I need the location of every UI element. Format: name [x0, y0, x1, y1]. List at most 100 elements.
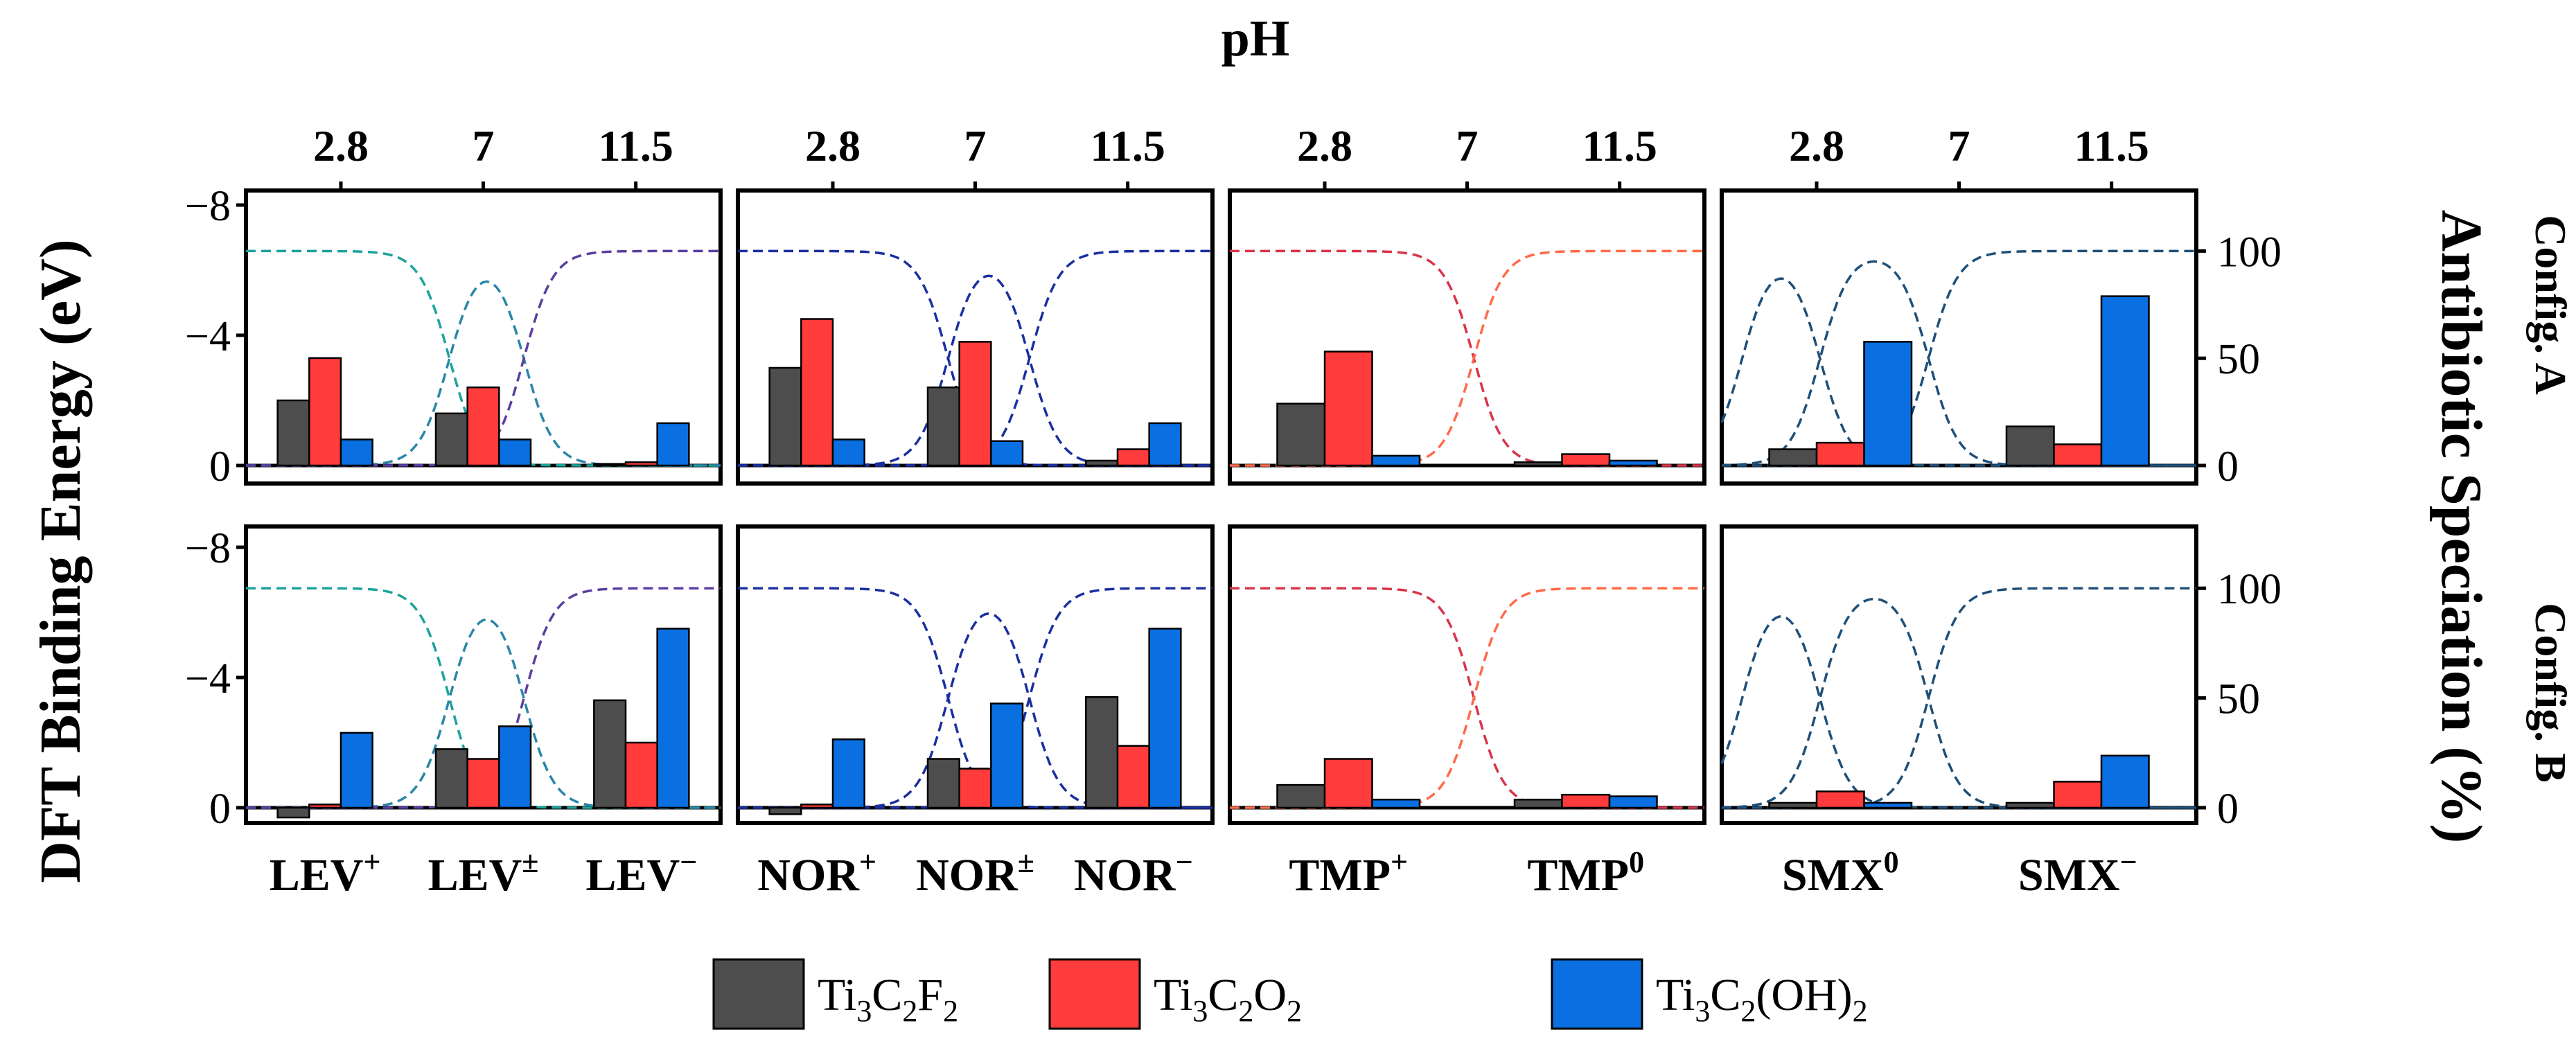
panel-frame-lev: [244, 524, 723, 825]
bar-tmp-Ti3C2F2: [1276, 402, 1326, 467]
bar-lev-Ti3C2F2: [434, 748, 468, 809]
legend-swatch-OH2: [1551, 958, 1643, 1030]
species-base: TMP: [1289, 850, 1391, 901]
species-base: SMX: [2018, 850, 2120, 901]
species-charge: −: [1176, 845, 1193, 879]
panel-frame-nor: [736, 188, 1215, 486]
bar-smx-Ti3C2F2: [2005, 801, 2055, 809]
right-tick-label: 50: [2217, 676, 2260, 723]
species-charge: +: [1391, 845, 1408, 879]
ph-tick-label: 11.5: [1090, 121, 1165, 170]
species-label-nor: NOR+: [757, 845, 876, 901]
legend-label-O2: Ti3C2O2: [1154, 970, 1302, 1028]
bar-nor-Ti3C2F2: [768, 366, 802, 467]
bar-smx-Ti3C2O2: [2053, 781, 2103, 809]
row-label-config-a: Config. A: [2526, 215, 2575, 395]
left-axis-title: DFT Binding Energy (eV): [28, 239, 93, 883]
right-axis-title: Antibiotic Speciation (%): [2429, 210, 2494, 844]
ph-tick-label: 7: [1456, 121, 1479, 170]
bar-nor-Ti3C2F2: [1085, 695, 1119, 809]
bar-smx-Ti3C2O2: [2053, 443, 2103, 467]
species-base: SMX: [1782, 850, 1884, 901]
speciation-curve-smx-1: [1721, 260, 2196, 467]
panel-frame-smx: [1720, 188, 2198, 486]
bar-lev-Ti3C2O2: [308, 804, 342, 809]
species-base: TMP: [1527, 850, 1629, 901]
bar-smx-Ti3C2O2: [1815, 441, 1865, 467]
legend-formula-part: 2: [943, 994, 958, 1028]
species-charge: +: [859, 845, 876, 879]
bar-lev-Ti3C2O2: [308, 357, 342, 467]
species-label-tmp: TMP0: [1527, 845, 1644, 901]
bar-nor-Ti3C2O2: [958, 341, 992, 467]
bar-tmp-Ti3C2O2: [1323, 758, 1373, 809]
bar-nor-Ti3C2(OH)2: [990, 702, 1024, 809]
bar-nor-Ti3C2(OH)2: [990, 440, 1024, 467]
bar-nor-Ti3C2O2: [800, 804, 834, 809]
bar-tmp-Ti3C2(OH)2: [1371, 454, 1421, 467]
panel-frame-tmp: [1228, 524, 1706, 825]
bar-smx-Ti3C2O2: [1815, 790, 1865, 809]
bar-lev-Ti3C2F2: [276, 806, 310, 819]
legend-swatch-F2: [712, 958, 805, 1030]
legend-formula-part: C: [1208, 970, 1238, 1020]
legend-formula-part: O: [1253, 970, 1287, 1020]
legend-formula-part: 2: [1287, 994, 1302, 1028]
panel-frame-tmp: [1228, 188, 1706, 486]
bar-smx-Ti3C2F2: [1768, 801, 1818, 809]
bar-nor-Ti3C2O2: [1116, 745, 1150, 809]
ph-tick-label: 11.5: [2074, 121, 2149, 170]
species-charge: +: [363, 845, 380, 879]
bar-nor-Ti3C2(OH)2: [1148, 628, 1182, 809]
species-label-lev: LEV−: [585, 845, 697, 901]
ph-tick-label: 2.8: [1789, 121, 1844, 170]
legend-formula-part: 2: [1853, 994, 1868, 1028]
left-tick-label: 0: [209, 786, 231, 833]
species-base: NOR: [757, 850, 860, 901]
legend-formula-part: 2: [1238, 994, 1253, 1028]
legend-formula-part: 2: [902, 994, 917, 1028]
legend-formula-part: (OH): [1756, 970, 1852, 1020]
bar-smx-Ti3C2F2: [2005, 425, 2055, 467]
species-charge: 0: [1884, 845, 1899, 879]
species-label-smx: SMX−: [2018, 845, 2137, 901]
ph-tick-label: 2.8: [805, 121, 861, 170]
species-charge: ±: [522, 845, 538, 879]
bar-lev-Ti3C2O2: [466, 386, 500, 467]
bar-nor-Ti3C2F2: [926, 758, 960, 809]
bar-nor-Ti3C2(OH)2: [1148, 422, 1182, 467]
right-tick-label: 50: [2217, 336, 2260, 383]
bar-nor-Ti3C2O2: [1116, 448, 1150, 467]
legend-label-OH2: Ti3C2(OH)2: [1656, 970, 1868, 1028]
bar-lev-Ti3C2(OH)2: [656, 628, 690, 809]
ph-tick-label: 2.8: [313, 121, 369, 170]
bar-nor-Ti3C2O2: [958, 768, 992, 809]
ph-axis-title: pH: [1221, 10, 1290, 67]
left-tick-label: −4: [185, 655, 231, 702]
species-base: LEV: [585, 850, 680, 901]
species-label-smx: SMX0: [1782, 845, 1899, 901]
bar-lev-Ti3C2O2: [624, 461, 658, 467]
species-charge: −: [2120, 845, 2137, 879]
speciation-curve-tmp-1: [1230, 587, 1704, 809]
speciation-curve-tmp-0: [1230, 587, 1704, 809]
species-label-lev: LEV+: [270, 845, 381, 901]
legend-formula-part: Ti: [818, 970, 856, 1020]
right-tick-label: 100: [2217, 566, 2282, 613]
bar-tmp-Ti3C2O2: [1561, 793, 1611, 809]
panel-frame-smx: [1720, 524, 2198, 825]
legend-formula-part: 3: [856, 994, 872, 1028]
species-charge: ±: [1018, 845, 1034, 879]
legend-formula-part: 3: [1192, 994, 1208, 1028]
bar-smx-Ti3C2F2: [1768, 448, 1818, 467]
species-base: NOR: [1074, 850, 1176, 901]
ph-tick-label: 7: [473, 121, 495, 170]
right-tick-label: 100: [2217, 229, 2282, 276]
species-base: LEV: [428, 850, 522, 901]
legend-formula-part: Ti: [1154, 970, 1192, 1020]
bar-tmp-Ti3C2(OH)2: [1371, 799, 1421, 809]
bar-nor-Ti3C2F2: [768, 806, 802, 815]
bar-smx-Ti3C2(OH)2: [1863, 341, 1913, 467]
left-tick-label: −8: [185, 525, 231, 572]
legend-formula-part: 3: [1695, 994, 1710, 1028]
